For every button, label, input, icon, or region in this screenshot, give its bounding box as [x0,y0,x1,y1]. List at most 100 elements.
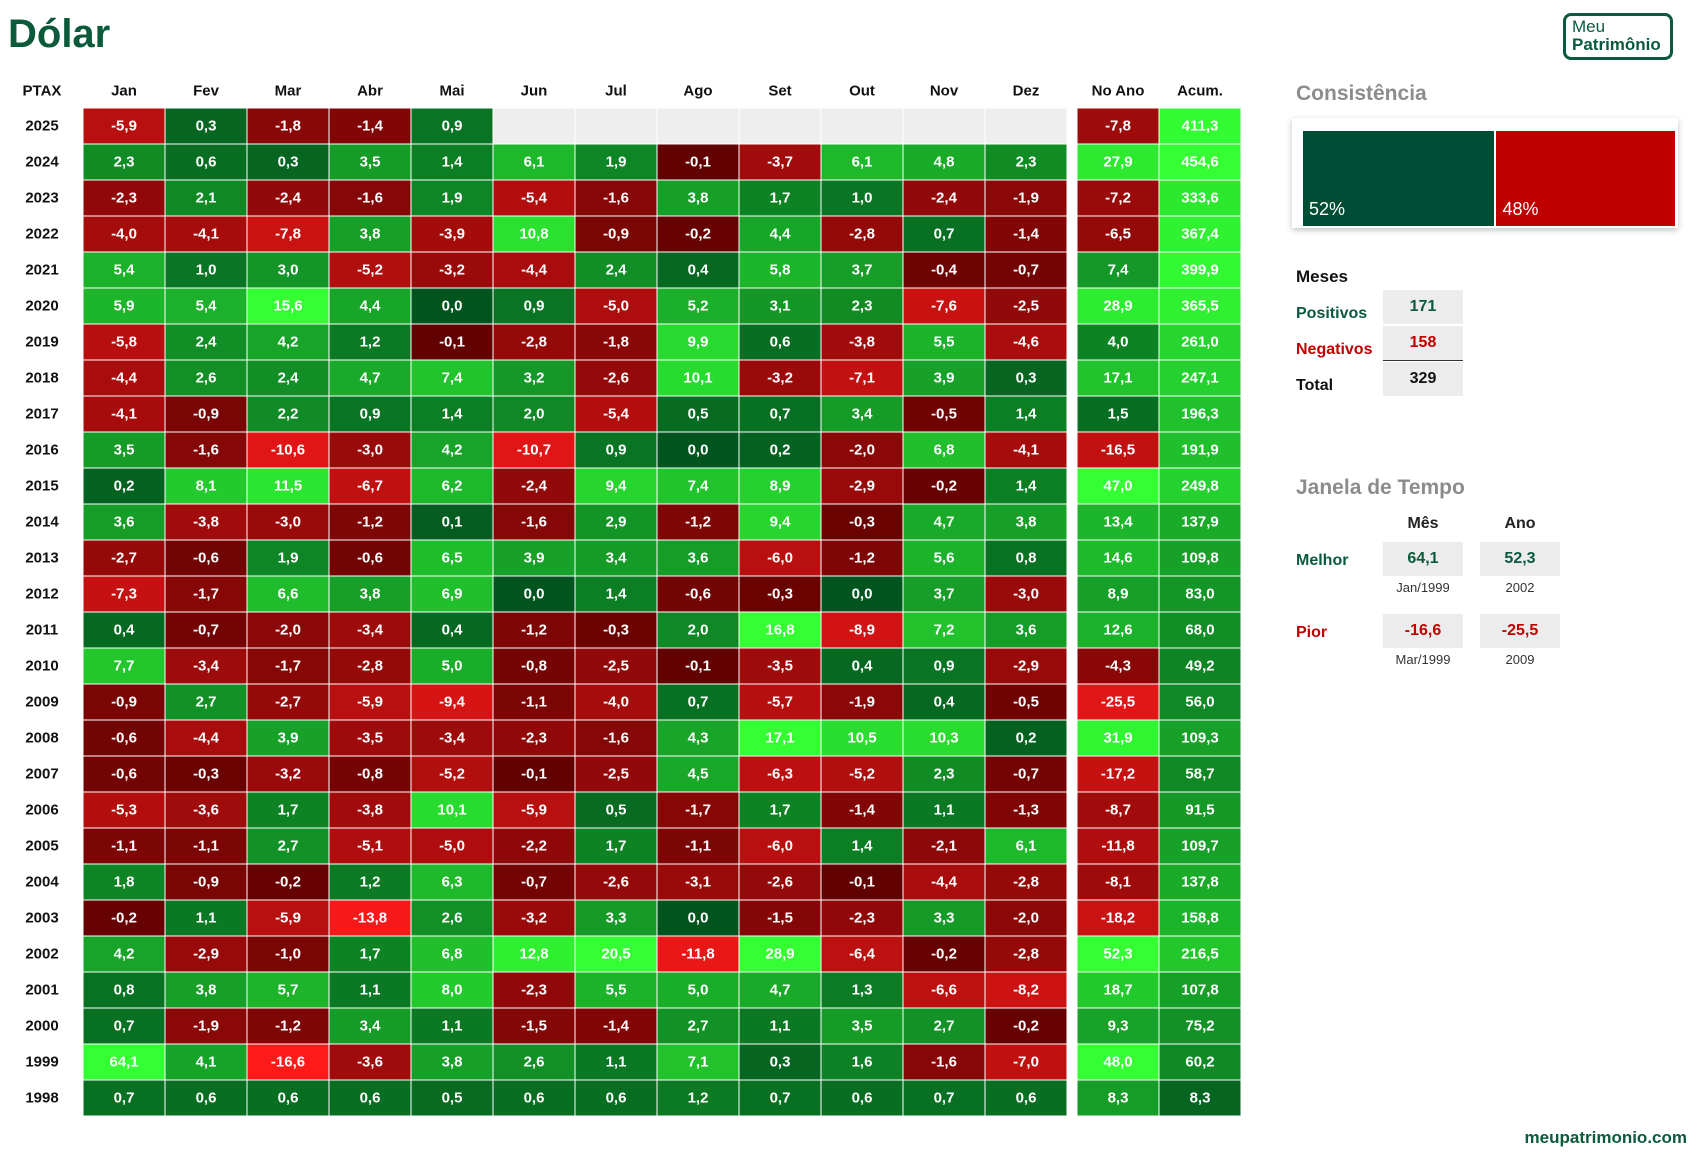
heatmap-cell [656,395,740,433]
melhor-label: Melhor [1296,552,1349,569]
heatmap-cell-value: -3,1 [685,874,711,891]
heatmap-cell-value: -5,1 [357,838,383,855]
heatmap-cell-value: 9,4 [606,478,628,495]
year-total-value: -6,5 [1105,226,1131,243]
heatmap-cell-value: 2,1 [196,190,217,207]
heatmap-cell [410,611,494,649]
heatmap-cell [902,215,986,253]
heatmap-cell-value: -1,9 [849,694,875,711]
accumulated-cell [1158,719,1242,757]
heatmap-cell-value: 6,6 [278,586,299,603]
heatmap-cell-value: -4,4 [111,370,138,387]
accumulated-cell [1158,287,1242,325]
heatmap-cell [656,215,740,253]
heatmap-cell-value: 0,4 [934,694,956,711]
year-label-2004: 2004 [25,874,59,891]
logo-line-1: Meu [1572,17,1606,36]
heatmap-cell [328,647,412,685]
heatmap-cell-value: -1,8 [603,334,629,351]
heatmap-cell-value: 10,1 [437,802,466,819]
heatmap-cell-value: 0,6 [606,1090,627,1107]
heatmap-cell [164,359,248,397]
meses-title: Meses [1296,267,1348,286]
heatmap-cell-value: -1,7 [193,586,219,603]
heatmap-cell-value: 17,1 [765,730,794,747]
heatmap-cell-empty [984,107,1068,145]
heatmap-cell [492,251,576,289]
heatmap-cell [82,683,166,721]
heatmap-cell [410,323,494,361]
heatmap-cell [246,791,330,829]
heatmap-cell-value: 7,7 [114,658,135,675]
heatmap-cell-value: 1,4 [852,838,874,855]
heatmap-cell-value: 3,4 [606,550,628,567]
heatmap-cell [656,1043,740,1081]
year-total-value: -11,8 [1101,838,1134,855]
heatmap-cell-value: -3,4 [357,622,384,639]
heatmap-cell-value: -6,4 [849,946,876,963]
heatmap-cell [328,1043,412,1081]
year-total-value: 47,0 [1103,478,1132,495]
accumulated-cell [1158,971,1242,1009]
heatmap-cell-value: -4,1 [111,406,137,423]
heatmap-cell-value: 4,2 [114,946,135,963]
heatmap-cell-value: 1,7 [278,802,299,819]
heatmap-cell-value: -1,7 [275,658,301,675]
heatmap-cell [574,971,658,1009]
heatmap-cell-value: 3,7 [934,586,955,603]
accumulated-cell [1158,431,1242,469]
heatmap-cell [820,827,904,865]
janela-col-ano: Ano [1504,515,1536,532]
year-label-2020: 2020 [25,298,58,315]
accumulated-value: 411,3 [1182,118,1219,135]
accumulated-cell [1158,179,1242,217]
year-total-cell [1076,1043,1160,1081]
heatmap-cell-value: 6,3 [442,874,463,891]
heatmap-cell-value: -5,3 [111,802,137,819]
heatmap-cell [738,251,822,289]
heatmap-cell-value: 20,5 [601,946,630,963]
heatmap-cell [738,647,822,685]
heatmap-cell-value: 1,7 [606,838,627,855]
heatmap-cell [820,791,904,829]
year-total-cell [1076,683,1160,721]
year-label-2021: 2021 [25,262,58,279]
heatmap-cell [984,611,1068,649]
heatmap-cell-value: 5,6 [934,550,955,567]
heatmap-cell [492,539,576,577]
accumulated-value: 58,7 [1185,766,1214,783]
heatmap-cell-value: -5,4 [603,406,630,423]
heatmap-cell-value: 6,5 [442,550,463,567]
heatmap-cell-value: 3,8 [688,190,709,207]
heatmap-cell-empty [902,107,986,145]
heatmap-cell [410,971,494,1009]
heatmap-cell-value: 7,2 [934,622,955,639]
heatmap-cell [246,1043,330,1081]
heatmap-cell-value: -1,2 [685,514,711,531]
heatmap-cell [164,719,248,757]
heatmap-cell-value: -5,2 [849,766,875,783]
year-total-value: 4,0 [1108,334,1129,351]
column-header-nov: Nov [930,83,959,100]
heatmap-cell-value: 1,2 [360,874,381,891]
column-header-out: Out [849,83,875,100]
year-total-cell [1076,971,1160,1009]
heatmap-cell [984,1079,1068,1117]
heatmap-cell-value: 0,9 [360,406,381,423]
year-total-value: 7,4 [1108,262,1130,279]
year-label-2019: 2019 [25,334,58,351]
heatmap-cell [164,395,248,433]
heatmap-cell-value: -0,5 [1013,694,1039,711]
heatmap-cell-value: 4,4 [770,226,792,243]
heatmap-cell-value: 2,7 [196,694,217,711]
heatmap-cell [164,935,248,973]
heatmap-cell-value: 5,0 [442,658,463,675]
heatmap-cell-value: -6,7 [357,478,383,495]
heatmap-cell-value: -1,3 [1013,802,1039,819]
pior-mes-value: -16,6 [1383,614,1463,648]
heatmap-cell [410,539,494,577]
heatmap-cell [902,539,986,577]
heatmap-cell-value: 2,7 [934,1018,955,1035]
heatmap-cell-value: 0,6 [1016,1090,1037,1107]
accumulated-value: 8,3 [1190,1090,1211,1107]
